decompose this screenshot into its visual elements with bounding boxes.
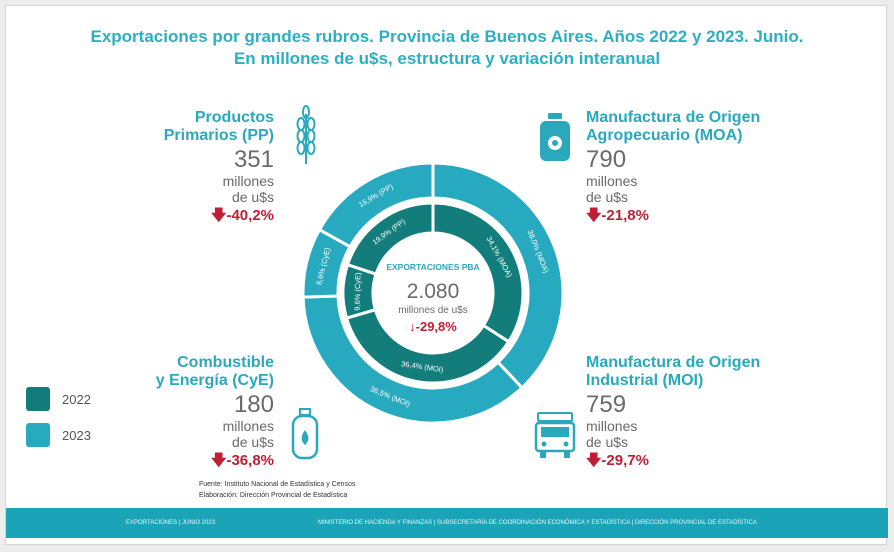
category-unit: millones [222, 173, 274, 189]
category-name: Combustible [177, 354, 274, 371]
category-name: y Energía (CyE) [155, 372, 274, 389]
footer-right-text: MINISTERIO DE HACIENDA Y FINANZAS | SUBS… [318, 520, 757, 526]
outer-ring-2023 [301, 161, 565, 425]
nested-donut-chart: 34,1% (MOA)36,4% (MOI)9,6% (CyE)19,9% (P… [301, 161, 565, 425]
donut-segment-2022-moa [431, 201, 525, 344]
segment-label-2022-cye: 9,6% (CyE) [353, 272, 363, 311]
category-unit: de u$s [586, 189, 629, 205]
category-name: Industrial (MOI) [586, 372, 704, 389]
inner-ring-2022 [341, 201, 525, 385]
donut-segment-2023-pp [317, 161, 435, 249]
category-unit: millones [586, 173, 638, 189]
category-change: 🡇-36,8% [211, 452, 274, 469]
gas-cylinder-icon [291, 408, 319, 460]
legend-item-2023: 2023 [26, 422, 91, 448]
arrow-down-icon: ↓ [409, 319, 416, 334]
legend-label: 2022 [62, 391, 91, 407]
donut-segment-2023-moa [431, 161, 565, 390]
source-line: Fuente: Instituto Nacional de Estadístic… [199, 481, 356, 488]
donut-segment-2022-moi [344, 307, 511, 385]
arrow-down-icon: 🡇 [211, 452, 227, 469]
category-name: Primarios (PP) [163, 127, 274, 144]
source-note: Fuente: Instituto Nacional de Estadístic… [199, 479, 355, 501]
center-block: EXPORTACIONES PBA 2.080 millones de u$s … [386, 262, 479, 334]
donut-segment-2023-moi [301, 294, 525, 425]
footer-bar: EXPORTACIONES | JUNIO 2023 MINISTERIO DE… [6, 508, 888, 538]
legend-label: 2023 [62, 427, 91, 443]
arrow-down-icon: 🡇 [211, 207, 227, 224]
truck-icon [534, 412, 576, 458]
category-name: Manufactura de Origen [586, 109, 761, 126]
footer-left-text: EXPORTACIONES | JUNIO 2023 [126, 520, 216, 526]
category-amount: 790 [586, 146, 627, 173]
category-change: 🡇-40,2% [211, 207, 274, 224]
category-unit: de u$s [586, 434, 629, 450]
legend-swatch [26, 387, 50, 411]
arrow-down-icon: 🡇 [586, 452, 602, 469]
category-unit: de u$s [231, 434, 274, 450]
donut-segment-2022-pp [345, 201, 435, 276]
category-name: Manufactura de Origen [586, 354, 761, 371]
category-amount: 180 [233, 391, 274, 418]
category-moa: Manufactura de Origen Agropecuario (MOA)… [586, 109, 760, 225]
legend: 2022 2023 [26, 386, 91, 458]
title-line-1: Exportaciones por grandes rubros. Provin… [90, 27, 804, 46]
category-name: Productos [194, 109, 274, 126]
center-heading: EXPORTACIONES PBA [386, 262, 479, 272]
milk-can-icon [540, 113, 570, 161]
arrow-down-icon: 🡇 [586, 207, 602, 224]
category-amount: 351 [233, 146, 274, 173]
center-unit: millones de u$s [398, 305, 467, 316]
wheat-icon [296, 105, 316, 164]
category-cye: Combustible y Energía (CyE) 180 millones… [156, 354, 274, 470]
legend-swatch [26, 423, 50, 447]
infographic: Exportaciones por grandes rubros. Provin… [5, 5, 888, 545]
category-unit: de u$s [231, 189, 274, 205]
center-change: ↓-29,8% [409, 319, 457, 334]
category-moi: Manufactura de Origen Industrial (MOI) 7… [586, 354, 760, 470]
category-change: 🡇-21,8% [586, 207, 649, 224]
category-unit: millones [586, 418, 638, 434]
center-total: 2.080 [407, 280, 460, 303]
legend-item-2022: 2022 [26, 386, 91, 412]
category-name: Agropecuario (MOA) [586, 127, 743, 144]
category-unit: millones [222, 418, 274, 434]
category-pp: Productos Primarios (PP) 351 millones de… [164, 109, 274, 225]
category-amount: 759 [586, 391, 627, 418]
title-line-2: En millones de u$s, estructura y variaci… [233, 49, 661, 68]
chart-title: Exportaciones por grandes rubros. Provin… [6, 26, 888, 70]
source-line: Elaboración: Dirección Provincial de Est… [199, 492, 348, 499]
category-change: 🡇-29,7% [586, 452, 649, 469]
